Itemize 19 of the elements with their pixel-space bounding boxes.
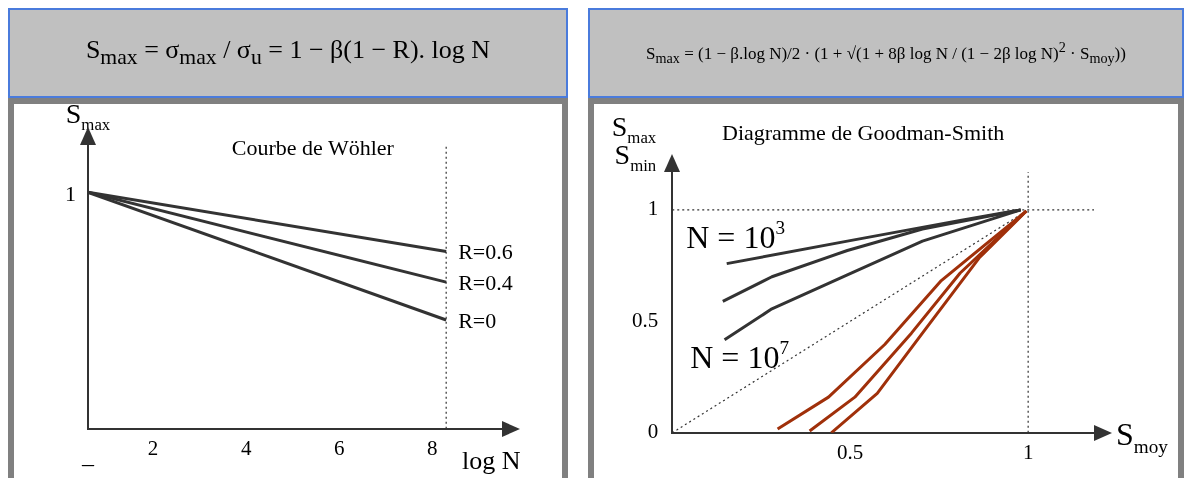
y-tick-label: 1 (647, 196, 659, 221)
series-label: R=0.4 (458, 270, 513, 296)
x-tick-label: 0.5 (837, 439, 864, 464)
chart-subtitle: Diagramme de Goodman-Smith (721, 120, 1005, 145)
text: 1 (65, 181, 76, 206)
x-tick-label: 2 (147, 435, 159, 460)
text: – (81, 450, 95, 476)
y-tick-label: 0 (647, 419, 659, 444)
x-tick-label: 4 (240, 435, 252, 460)
y-tick-label: 0.5 (632, 307, 659, 332)
chart-title: S$_{max}$ = σ$_{max}$ / σ$_{u}$ = 1 − β(1 − R). log N (85, 35, 491, 71)
chart-subtitle: Courbe de Wöhler (231, 135, 395, 160)
series-label: R=0 (458, 308, 497, 334)
chart-title: S$_{max}$ = (1 − β.log N)/2 · (1 + √(1 + 8β log N / (1 − 2β log N)$^{2}$ · S$_{moy}$)) (646, 38, 1126, 68)
x-tick-label: 1 (1022, 439, 1034, 464)
series-label: R=0.6 (458, 239, 513, 265)
x-tick-label: 6 (333, 435, 345, 460)
x-axis-title: log N (462, 445, 521, 475)
x-tick-label: 8 (426, 435, 438, 460)
